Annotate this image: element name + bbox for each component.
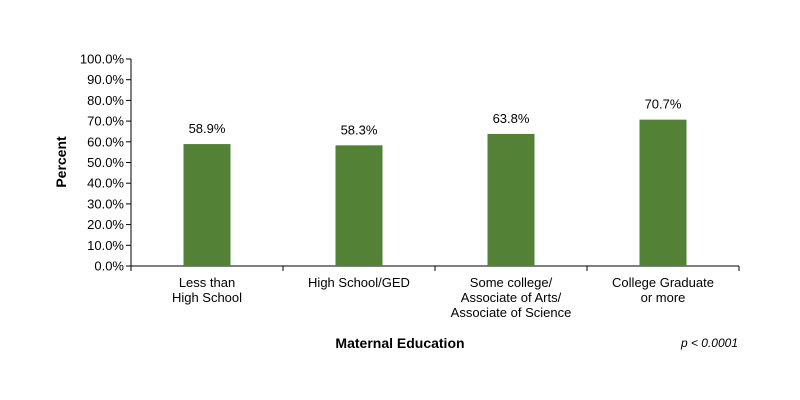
y-tick-label: 100.0% [80, 52, 125, 67]
y-tick-label: 90.0% [87, 72, 124, 87]
data-label: 58.3% [341, 122, 378, 137]
bar [183, 144, 231, 266]
y-tick-label: 40.0% [87, 176, 124, 191]
y-tick-label: 60.0% [87, 134, 124, 149]
x-tick-label: Some college/Associate of Arts/Associate… [451, 275, 572, 320]
y-tick-label: 70.0% [87, 114, 124, 129]
x-axis-label: Maternal Education [335, 335, 464, 351]
data-label: 70.7% [645, 97, 682, 112]
y-tick-label: 50.0% [87, 155, 124, 170]
bar [335, 145, 383, 266]
x-tick-label: College Graduate or more [612, 275, 714, 305]
x-tick-label: High School/GED [308, 275, 410, 290]
y-tick-label: 80.0% [87, 93, 124, 108]
y-tick-label: 0.0% [94, 259, 124, 274]
p-value-annotation: p < 0.0001 [680, 336, 738, 350]
y-tick-label: 30.0% [87, 196, 124, 211]
bar [639, 119, 687, 266]
y-axis-label: Percent [53, 136, 69, 188]
data-label: 63.8% [493, 111, 530, 126]
y-tick-label: 20.0% [87, 217, 124, 232]
data-label: 58.9% [189, 121, 226, 136]
x-tick-label: Less than High School [172, 275, 242, 305]
y-tick-label: 10.0% [87, 238, 124, 253]
bar [487, 133, 535, 266]
